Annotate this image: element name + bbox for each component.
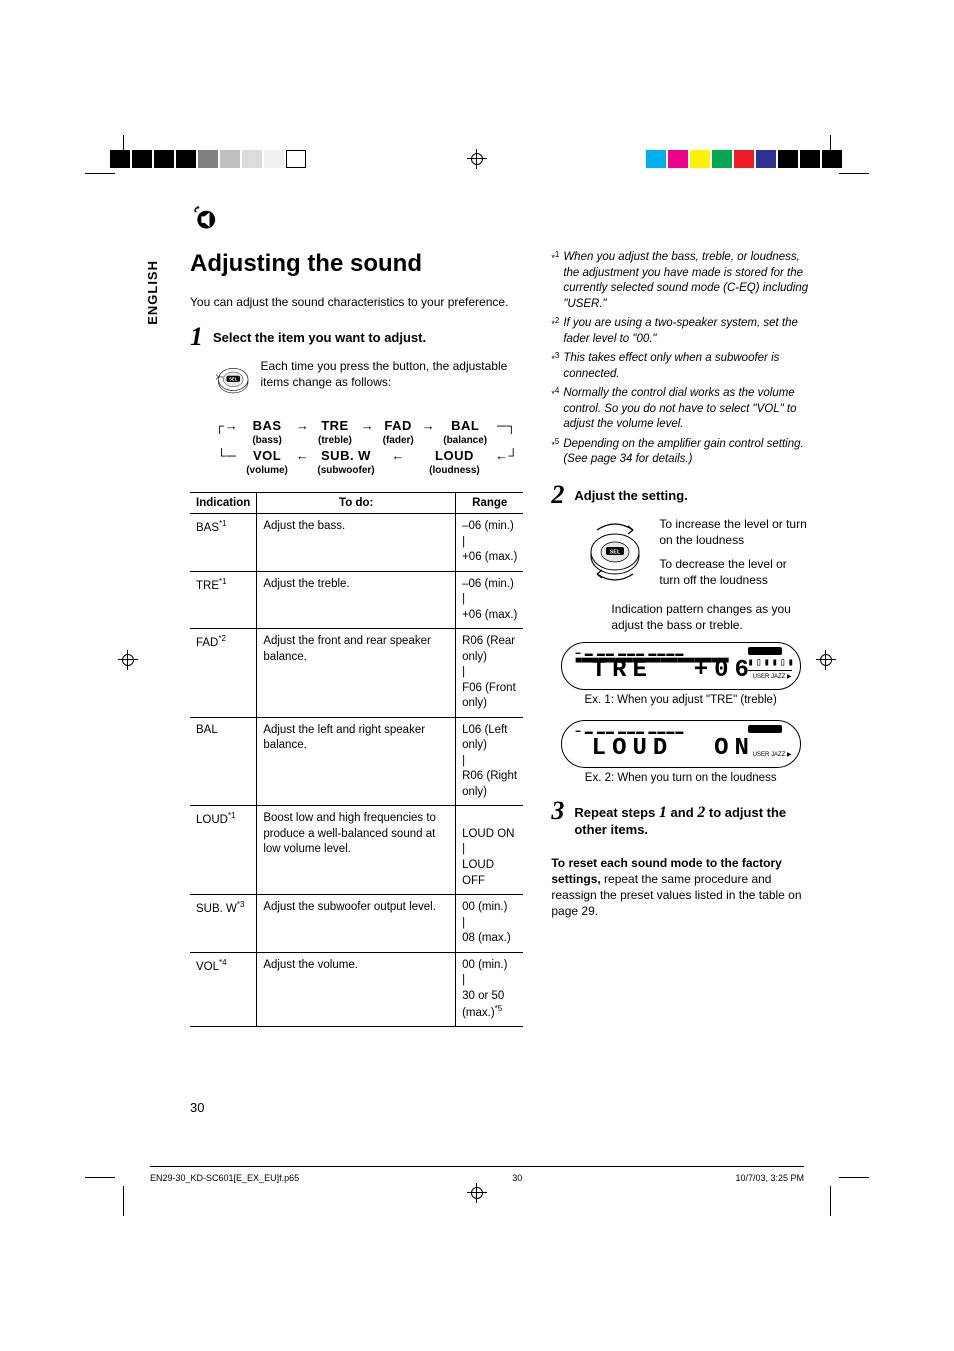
- crosshair-icon: [467, 149, 487, 169]
- sel-button-icon: SEL: [216, 358, 251, 402]
- table-row: LOUD*1Boost low and high frequencies to …: [190, 806, 523, 895]
- indication-table: Indication To do: Range BAS*1Adjust the …: [190, 492, 523, 1027]
- table-row: BALAdjust the left and right speaker bal…: [190, 717, 523, 806]
- crosshair-icon: [467, 1183, 487, 1203]
- page-title: Adjusting the sound: [190, 250, 523, 278]
- svg-text:SEL: SEL: [610, 549, 621, 555]
- table-row: VOL*4Adjust the volume.00 (min.)|30 or 5…: [190, 952, 523, 1027]
- page-number: 30: [190, 1100, 204, 1115]
- crop-mark: [829, 1176, 869, 1216]
- example-caption: Ex. 2: When you turn on the loudness: [551, 772, 810, 784]
- sound-item-flow: ┌→BAS→ TRE→ FAD→ BAL─┐ (bass) (treble) (…: [210, 416, 523, 478]
- print-footer: EN29-30_KD-SC601[E_EX_EU]f.p65 30 10/7/0…: [150, 1166, 804, 1183]
- table-row: SUB. W*3Adjust the subwoofer output leve…: [190, 895, 523, 953]
- display-example-2: ━ ▬ ▬▬ ▬▬▬ ▬▬▬▬ LOUD ON USER JAZZ ▶: [561, 720, 801, 768]
- table-header: Indication: [190, 493, 257, 514]
- footnotes: *1When you adjust the bass, treble, or l…: [551, 250, 810, 468]
- step-heading: Adjust the setting.: [574, 482, 687, 503]
- step-heading: Select the item you want to adjust.: [213, 324, 426, 345]
- intro-text: You can adjust the sound characteristics…: [190, 294, 523, 310]
- sound-adjust-icon: [190, 205, 216, 231]
- table-row: TRE*1Adjust the treble.–06 (min.)|+06 (m…: [190, 571, 523, 629]
- pattern-note: Indication pattern changes as you adjust…: [611, 602, 810, 633]
- step-number: 3: [551, 798, 564, 824]
- example-caption: Ex. 1: When you adjust "TRE" (treble): [551, 694, 810, 706]
- control-dial-icon: SEL: [577, 516, 647, 590]
- step-number: 2: [551, 482, 564, 508]
- table-row: FAD*2Adjust the front and rear speaker b…: [190, 629, 523, 718]
- crop-mark: [85, 135, 125, 175]
- table-row: BAS*1Adjust the bass.–06 (min.)|+06 (max…: [190, 514, 523, 572]
- crop-mark: [829, 135, 869, 175]
- display-example-1: ━ ▬ ▬▬ ▬▬▬ ▬▬▬▬▀▀▀▀▀▀▀▀▀▀▀▀▀▀▀▀▀▀▀▀▀▀▀▀▀…: [561, 642, 801, 690]
- step-number: 1: [190, 324, 203, 350]
- registration-marks: [0, 150, 954, 180]
- reset-note: To reset each sound mode to the factory …: [551, 855, 810, 920]
- language-tab: ENGLISH: [145, 260, 160, 325]
- table-header: Range: [456, 493, 524, 514]
- dial-decrease-text: To decrease the level or turn off the lo…: [659, 556, 810, 588]
- dial-increase-text: To increase the level or turn on the lou…: [659, 516, 810, 548]
- crosshair-icon: [816, 650, 836, 670]
- step-body: Each time you press the button, the adju…: [261, 358, 524, 390]
- svg-text:SEL: SEL: [229, 377, 238, 382]
- table-header: To do:: [257, 493, 456, 514]
- step-heading: Repeat steps 1 and 2 to adjust the other…: [574, 798, 810, 837]
- crop-mark: [85, 1176, 125, 1216]
- crosshair-icon: [118, 650, 138, 670]
